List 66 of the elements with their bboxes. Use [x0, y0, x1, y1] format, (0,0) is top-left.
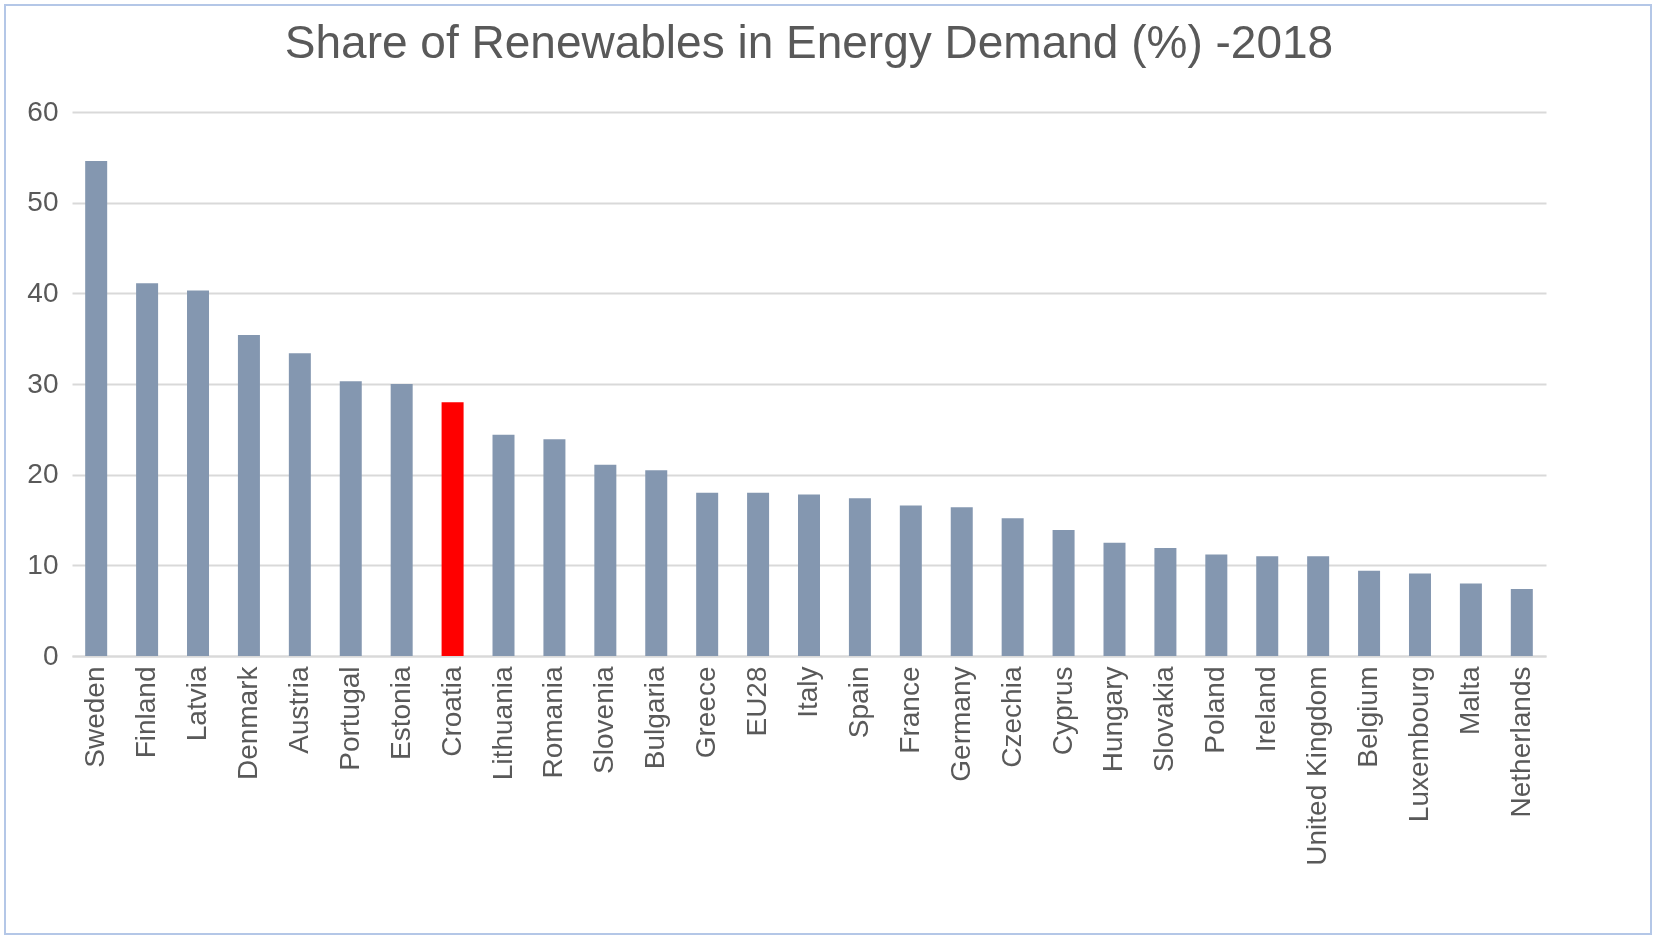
y-tick-label: 50	[27, 186, 59, 218]
bar	[645, 470, 668, 656]
bar	[441, 402, 464, 656]
x-tick-label: Slovenia	[588, 666, 620, 774]
y-tick-label: 10	[27, 548, 59, 580]
x-tick-label: Sweden	[79, 666, 111, 768]
x-tick-label: Spain	[842, 666, 874, 739]
bar	[1510, 588, 1533, 656]
y-tick-label: 20	[27, 458, 59, 490]
x-tick-label: France	[893, 666, 925, 754]
bar	[747, 492, 770, 656]
bar	[696, 492, 719, 656]
bar	[288, 353, 311, 656]
bar	[1103, 542, 1126, 656]
bar	[594, 464, 617, 656]
x-tick-label: Bulgaria	[639, 666, 671, 770]
bar	[1459, 583, 1482, 656]
bar	[492, 434, 515, 656]
x-tick-label: Italy	[792, 666, 823, 718]
bar	[950, 507, 973, 656]
bar	[339, 381, 362, 656]
x-tick-label: EU28	[741, 666, 773, 737]
bar	[543, 439, 566, 656]
y-tick-label: 30	[27, 367, 59, 399]
x-tick-label: Romania	[537, 666, 569, 779]
bar	[85, 160, 108, 656]
x-tick-label: Luxembourg	[1402, 666, 1434, 823]
bar	[1256, 556, 1279, 656]
x-tick-label: Austria	[282, 666, 314, 754]
bar	[390, 384, 413, 656]
bar	[1408, 573, 1431, 656]
x-tick-label: Denmark	[231, 665, 263, 781]
x-tick-label: Germany	[944, 666, 976, 782]
bar	[1205, 554, 1228, 656]
bar	[1052, 529, 1075, 656]
x-tick-label: Portugal	[333, 666, 365, 771]
x-tick-label: Finland	[130, 666, 162, 759]
bar	[1154, 548, 1177, 656]
bar	[798, 494, 820, 656]
bar	[187, 290, 210, 656]
x-tick-label: Slovakia	[1148, 666, 1180, 773]
x-tick-label: Malta	[1453, 666, 1485, 735]
x-tick-label: Poland	[1199, 666, 1231, 754]
x-tick-label: Croatia	[435, 666, 467, 757]
bar	[1001, 518, 1024, 656]
bar	[848, 498, 871, 656]
x-tick-label: Belgium	[1352, 666, 1384, 768]
y-tick-label: 60	[27, 95, 59, 127]
x-tick-label: United Kingdom	[1301, 666, 1333, 866]
y-tick-label: 40	[27, 276, 59, 308]
x-tick-label: Estonia	[384, 666, 416, 760]
x-tick-label: Latvia	[181, 666, 213, 742]
x-tick-label: Czechia	[995, 666, 1027, 768]
bar	[1307, 556, 1330, 656]
x-tick-label: Ireland	[1250, 666, 1282, 753]
x-tick-label: Cyprus	[1046, 666, 1078, 756]
chart-title: Share of Renewables in Energy Demand (%) -2018	[284, 16, 1334, 68]
x-tick-label: Lithuania	[486, 666, 518, 781]
bar	[237, 335, 260, 656]
y-tick-label: 0	[42, 639, 59, 671]
x-tick-label: Hungary	[1097, 666, 1129, 773]
bar	[1358, 570, 1381, 656]
bar	[899, 505, 922, 656]
x-tick-label: Netherlands	[1504, 666, 1536, 818]
bar	[136, 283, 159, 656]
x-tick-label: Greece	[690, 666, 722, 759]
